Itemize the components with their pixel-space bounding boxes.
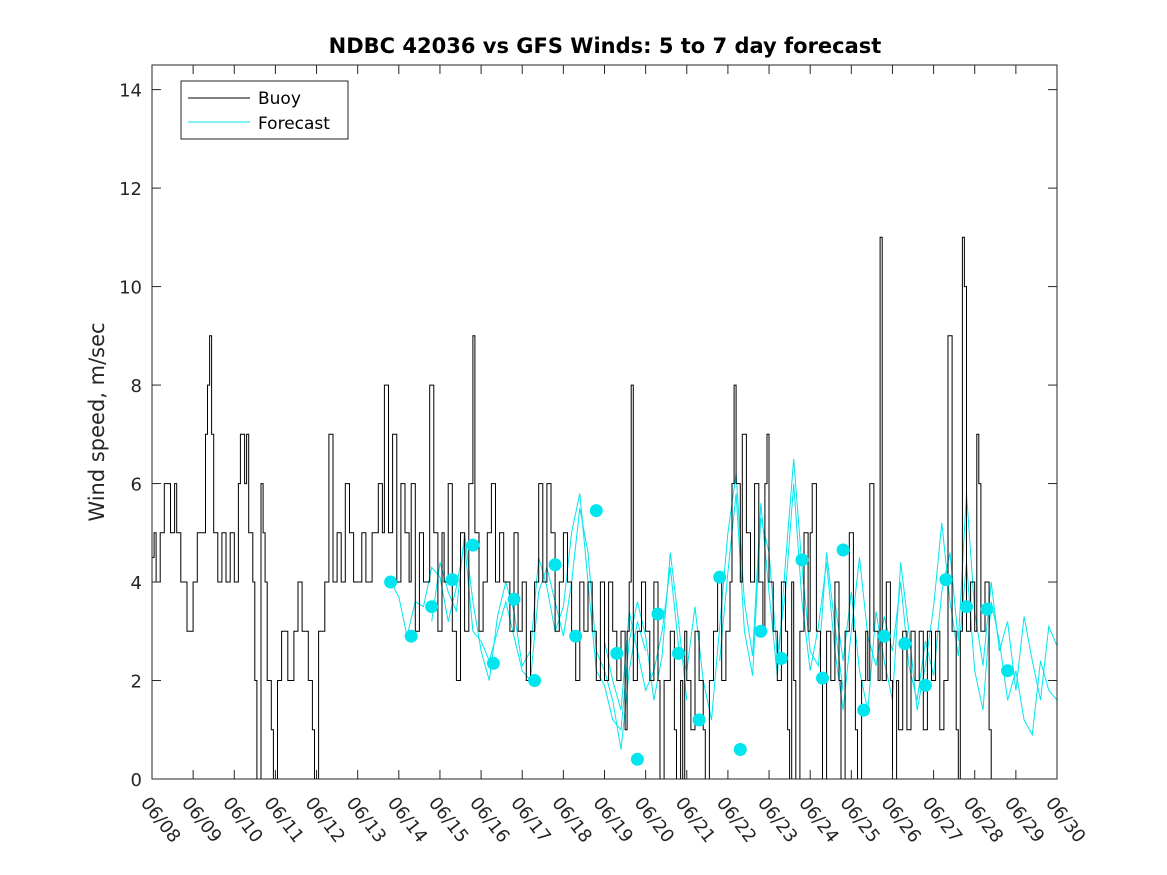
- y-tick-label: 0: [131, 770, 142, 791]
- forecast-marker: [877, 629, 891, 643]
- forecast-marker: [404, 629, 418, 643]
- y-axis-label: Wind speed, m/sec: [85, 322, 109, 521]
- y-tick-label: 6: [131, 475, 142, 496]
- forecast-marker: [507, 592, 521, 606]
- forecast-marker: [569, 629, 583, 643]
- legend-box: [180, 80, 349, 140]
- forecast-markers: [384, 504, 1015, 766]
- buoy-series: [152, 236, 992, 780]
- forecast-marker: [816, 671, 829, 685]
- forecast-marker: [733, 743, 747, 756]
- y-axis: 0 2 4 6 8 10 12 14: [119, 81, 1057, 791]
- forecast-marker: [651, 607, 665, 621]
- chart-title: NDBC 42036 vs GFS Winds: 5 to 7 day fore…: [329, 34, 882, 58]
- forecast-marker: [672, 646, 685, 660]
- forecast-marker: [384, 575, 398, 589]
- y-tick-label: 10: [119, 278, 142, 299]
- y-tick-label: 8: [131, 376, 142, 397]
- forecast-marker: [960, 600, 973, 614]
- forecast-marker: [425, 600, 439, 614]
- forecast-marker: [486, 656, 500, 670]
- buoy-line: [152, 236, 992, 780]
- forecast-marker: [774, 651, 788, 665]
- forecast-marker: [466, 538, 480, 552]
- forecast-marker: [898, 637, 912, 651]
- legend: Buoy Forecast: [180, 80, 349, 140]
- forecast-marker: [980, 602, 994, 616]
- forecast-marker: [445, 573, 459, 587]
- forecast-marker: [754, 624, 768, 638]
- legend-buoy-label: Buoy: [258, 89, 301, 109]
- forecast-marker: [795, 553, 809, 567]
- forecast-line: [834, 522, 1058, 737]
- forecast-marker: [857, 703, 871, 717]
- y-tick-label: 4: [131, 573, 142, 594]
- forecast-marker: [918, 678, 932, 692]
- legend-forecast-label: Forecast: [258, 114, 330, 134]
- forecast-marker: [939, 573, 953, 587]
- forecast-line: [390, 508, 647, 750]
- forecast-marker: [589, 504, 603, 518]
- forecast-marker: [630, 752, 644, 766]
- forecast-marker: [548, 558, 562, 572]
- forecast-marker: [692, 713, 706, 727]
- forecast-marker: [713, 570, 727, 584]
- forecast-marker: [1001, 664, 1015, 678]
- forecast-marker: [528, 674, 542, 687]
- forecast-marker: [610, 646, 624, 660]
- y-tick-label: 2: [131, 672, 142, 693]
- y-tick-label: 14: [119, 81, 142, 102]
- forecast-marker: [836, 543, 850, 557]
- y-tick-label: 12: [119, 179, 142, 200]
